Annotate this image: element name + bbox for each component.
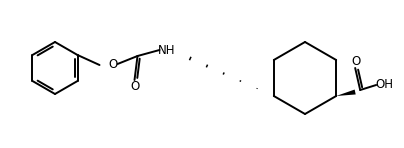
Text: O: O	[108, 58, 117, 71]
Polygon shape	[336, 90, 356, 96]
Text: NH: NH	[158, 44, 175, 57]
Text: O: O	[130, 81, 139, 94]
Text: O: O	[351, 54, 361, 67]
Text: OH: OH	[375, 78, 393, 91]
